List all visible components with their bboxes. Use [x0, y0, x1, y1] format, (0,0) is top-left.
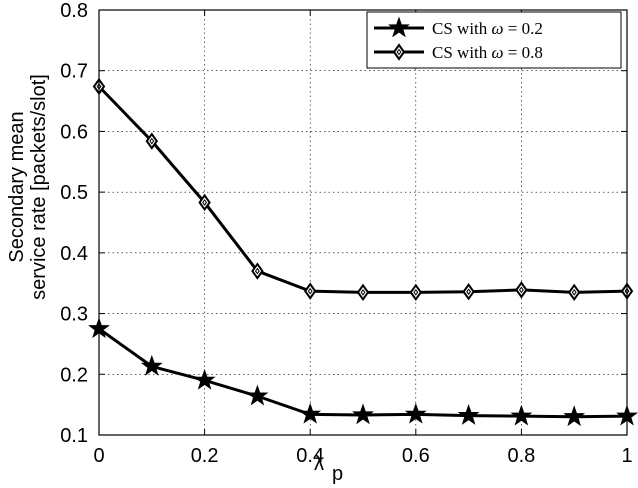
x-axis-label-main: λ [314, 453, 324, 475]
diamond-marker-point [567, 283, 581, 302]
legend-label-series-1: CS with ω = 0.2 [432, 19, 543, 38]
legend-diamond-marker [392, 43, 406, 61]
legend-entry-series-2: CS with ω = 0.8 [374, 43, 543, 62]
plot-frame [98, 9, 628, 436]
diamond-marker-point [303, 282, 317, 300]
legend-marker-shape [388, 16, 410, 38]
star-marker-point [404, 402, 427, 424]
x-tick-label: 0.2 [191, 445, 219, 467]
legend-label-series-2: CS with ω = 0.8 [432, 43, 543, 62]
diamond-marker-point [515, 281, 528, 299]
x-tick-label: 0 [93, 445, 104, 467]
series-1 [88, 317, 638, 427]
y-tick-label: 0.5 [60, 182, 88, 204]
diamond-inner [466, 288, 472, 296]
x-tick-label: 0.8 [507, 445, 535, 467]
y-tick-label: 0.6 [60, 121, 88, 143]
star-marker-point [510, 404, 533, 426]
legend-star-marker [388, 16, 410, 38]
star-marker-point [140, 354, 163, 376]
diamond-marker-point [462, 282, 475, 301]
legend-entry-series-1: CS with ω = 0.2 [374, 16, 543, 38]
y-axis-label-line-2: service rate [packets/slot] [28, 74, 50, 300]
x-tick-label: 0.6 [402, 445, 430, 467]
star-marker-point [299, 402, 322, 424]
y-tick-label: 0.1 [60, 425, 88, 447]
grid-lines [99, 10, 627, 435]
diamond-inner [149, 137, 155, 145]
legend-box [366, 11, 622, 69]
star-marker-point [193, 368, 216, 390]
diamond-inner [571, 288, 577, 296]
x-tick-label: 0.4 [296, 445, 324, 467]
y-tick-label: 0.3 [60, 304, 88, 326]
y-axis-label: Secondary mean service rate [packets/slo… [6, 74, 50, 300]
diamond-inner [413, 288, 419, 296]
star-marker-point [563, 405, 586, 427]
y-tick-label: 0.2 [60, 364, 88, 386]
diamond-inner [307, 287, 313, 295]
diamond-inner [518, 286, 524, 294]
diamond-marker-point [145, 132, 159, 150]
x-axis-label: λ p [314, 453, 343, 485]
y-axis-label-line-1: Secondary mean [6, 111, 28, 262]
star-marker-point [457, 404, 480, 425]
series-2 [92, 77, 634, 302]
series-line [97, 85, 628, 294]
y-tick-label: 0.7 [60, 61, 88, 83]
diamond-inner [254, 267, 260, 275]
legend: CS with ω = 0.2 CS with ω = 0.8 [366, 11, 622, 69]
diamond-marker-point [198, 193, 211, 212]
legend-marker-shape [392, 43, 406, 61]
axis-ticks: 0 0.2 0.4 0.6 0.8 1 0.1 0.2 0.3 0.4 0.5 0.6 0.7 0.8 [60, 0, 632, 467]
diamond-marker-point [409, 283, 423, 302]
diamond-inner [396, 48, 402, 56]
star-marker-point [246, 384, 269, 406]
diamond-inner [202, 199, 208, 206]
diamond-marker-point [356, 283, 370, 302]
y-tick-label: 0.4 [60, 243, 88, 265]
diamond-marker-point [251, 262, 264, 280]
star-marker-point [352, 403, 374, 425]
x-axis-label-subscript: p [332, 463, 343, 485]
y-tick-label: 0.8 [60, 0, 88, 22]
diamond-inner [360, 288, 366, 296]
x-tick-label: 1 [621, 445, 632, 467]
